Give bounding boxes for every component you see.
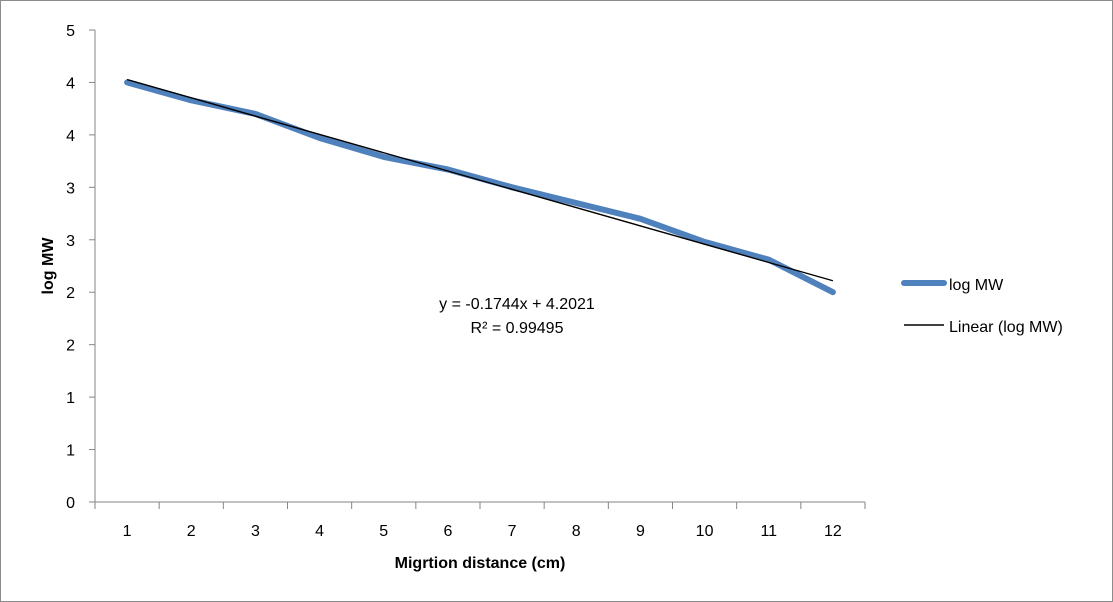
trendline-equation: y = -0.1744x + 4.2021 [439, 296, 595, 313]
trendline-r-squared: R² = 0.99495 [471, 320, 564, 337]
x-tick-label: 4 [315, 523, 324, 540]
x-tick-label: 12 [824, 523, 842, 540]
y-tick-label: 1 [66, 390, 75, 407]
x-tick-label: 6 [443, 523, 452, 540]
trendline-layer [126, 78, 834, 282]
x-axis-title: Migrtion distance (cm) [395, 555, 566, 572]
legend: log MW Linear (log MW) [901, 277, 1063, 336]
x-tick-label: 5 [379, 523, 388, 540]
y-tick-label: 2 [66, 338, 75, 355]
y-axis-ticks: 0 1 1 2 2 3 3 4 4 5 [66, 23, 95, 512]
y-tick-label: 5 [66, 23, 75, 40]
x-tick-label: 10 [696, 523, 714, 540]
y-tick-label: 3 [66, 233, 75, 250]
y-tick-label: 4 [66, 128, 75, 145]
x-tick-label: 3 [251, 523, 260, 540]
x-tick-label: 9 [636, 523, 645, 540]
legend-label-log-mw: log MW [949, 277, 1004, 294]
trendline-linear [126, 78, 834, 282]
legend-label-linear: Linear (log MW) [949, 319, 1063, 336]
series-layer [124, 79, 836, 296]
y-tick-label: 2 [66, 285, 75, 302]
y-tick-label: 4 [66, 75, 75, 92]
x-tick-label: 11 [760, 523, 777, 540]
x-tick-label: 1 [123, 523, 132, 540]
x-tick-label: 8 [572, 523, 581, 540]
y-tick-label: 3 [66, 180, 75, 197]
y-tick-label: 0 [66, 495, 75, 512]
y-axis-title: log MW [40, 237, 57, 295]
x-axis-ticks: 1 2 3 4 5 6 7 8 9 10 11 12 [94, 502, 866, 540]
y-tick-label: 1 [66, 443, 75, 460]
x-tick-label: 7 [508, 523, 517, 540]
x-tick-label: 2 [187, 523, 196, 540]
series-line-log-mw [124, 79, 836, 296]
